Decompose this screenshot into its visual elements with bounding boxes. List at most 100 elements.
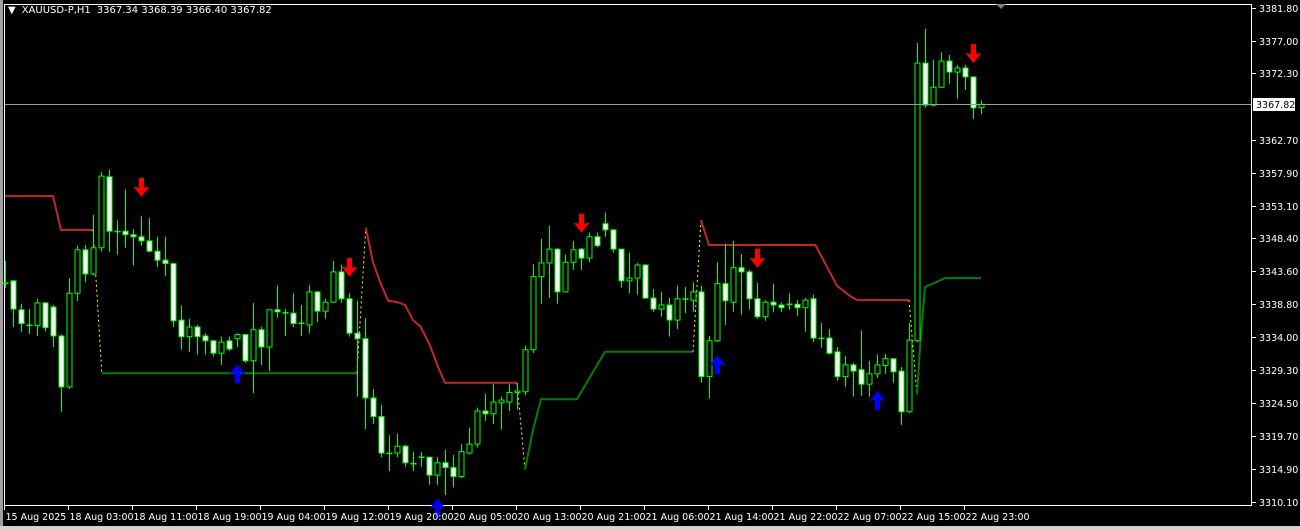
candle (330, 260, 337, 303)
triangle-down-icon[interactable]: ▼ (8, 5, 16, 16)
candle (434, 457, 441, 485)
candle (778, 302, 785, 312)
candle (554, 247, 561, 304)
price-tick-label: 3377.00 (1259, 37, 1298, 48)
time-tick-label: 20 Aug 05:00 (454, 512, 518, 523)
candle (634, 262, 641, 295)
candle (890, 358, 897, 383)
candle (690, 282, 697, 312)
candle-body (34, 302, 41, 327)
sell-arrow-down-icon (965, 44, 982, 64)
price-tick-label: 3319.70 (1259, 432, 1298, 443)
price-tick-label: 3348.40 (1259, 234, 1298, 245)
price-tick-label: 3314.90 (1259, 465, 1298, 476)
candle (786, 293, 793, 310)
candle (50, 304, 57, 347)
candle (746, 269, 753, 310)
candle (162, 236, 169, 277)
candle (42, 302, 49, 332)
candle-body (362, 338, 369, 399)
candle (186, 318, 193, 352)
candle (578, 247, 585, 270)
candle (626, 252, 633, 294)
candle (682, 287, 689, 314)
window-bottom-edge (0, 526, 1300, 529)
candle (242, 333, 249, 363)
resistance-line (5, 195, 93, 231)
candle (522, 345, 529, 396)
price-tick-label: 3362.70 (1259, 136, 1298, 147)
candle (490, 384, 497, 425)
candle-body (338, 271, 345, 300)
buy-arrow-up-icon (709, 355, 726, 375)
time-tick-label: 20 Aug 13:00 (518, 512, 582, 523)
candle (458, 444, 465, 478)
price-tick-label: 3357.90 (1259, 169, 1298, 180)
candle (922, 28, 929, 108)
transition-line (92, 229, 103, 374)
candle-body (770, 301, 777, 306)
candle (466, 427, 473, 455)
candle-body (130, 234, 137, 238)
candle (66, 278, 73, 390)
candle (882, 353, 889, 374)
candle (226, 336, 233, 352)
candle-body (354, 332, 361, 340)
candle (322, 298, 329, 319)
candle (562, 254, 569, 293)
candle (722, 243, 729, 325)
chart-shift-marker[interactable] (996, 4, 1006, 9)
candle (738, 253, 745, 315)
candle (570, 240, 577, 270)
candle-body (458, 451, 465, 478)
candle-body (906, 339, 913, 413)
candle-body (146, 240, 153, 252)
candle-body (330, 271, 337, 303)
transition-line (356, 227, 367, 374)
current-price: 3367.82 (5, 98, 1295, 111)
price-tick-label: 3353.10 (1259, 202, 1298, 213)
candle-body (802, 299, 809, 309)
candle (266, 309, 273, 372)
sell-arrow-down-icon (341, 257, 358, 277)
candle (666, 298, 673, 337)
candle (298, 304, 305, 336)
price-tick-label: 3372.30 (1259, 69, 1298, 80)
candle-body (50, 306, 57, 337)
candle-body (194, 326, 201, 338)
candle (346, 293, 353, 337)
candle (114, 220, 121, 255)
candle (442, 449, 449, 496)
candle-body (850, 364, 857, 372)
candle (138, 216, 145, 246)
candle-body (730, 267, 737, 303)
candle (850, 362, 857, 397)
candle (642, 264, 649, 299)
candle (394, 433, 401, 458)
sell-arrow-down-icon (749, 248, 766, 268)
candle (602, 212, 609, 237)
candle (2, 260, 9, 288)
candle (730, 240, 737, 312)
candle-body (522, 349, 529, 393)
chart-frame (4, 4, 1252, 506)
candle-body (970, 76, 977, 109)
price-axis[interactable]: 3381.80 3377.00 3372.30 3362.70 3357.90 3353.… (1252, 4, 1298, 509)
candle-body (562, 261, 569, 293)
candle (770, 283, 777, 312)
candle (802, 298, 809, 332)
transition-line (692, 220, 702, 352)
time-axis[interactable]: 15 Aug 2025 18 Aug 03:00 18 Aug 11:00 18 Au… (4, 506, 1030, 523)
candle-body (250, 329, 257, 362)
time-tick-label: 19 Aug 20:00 (390, 512, 454, 523)
candle (58, 334, 65, 412)
candle (354, 300, 361, 397)
candle (178, 305, 185, 350)
candle-body (322, 301, 329, 312)
candle-body (914, 62, 921, 342)
candle (586, 232, 593, 263)
candle-body (162, 259, 169, 265)
candle-body (746, 271, 753, 300)
sell-arrow-down-icon (573, 213, 590, 233)
